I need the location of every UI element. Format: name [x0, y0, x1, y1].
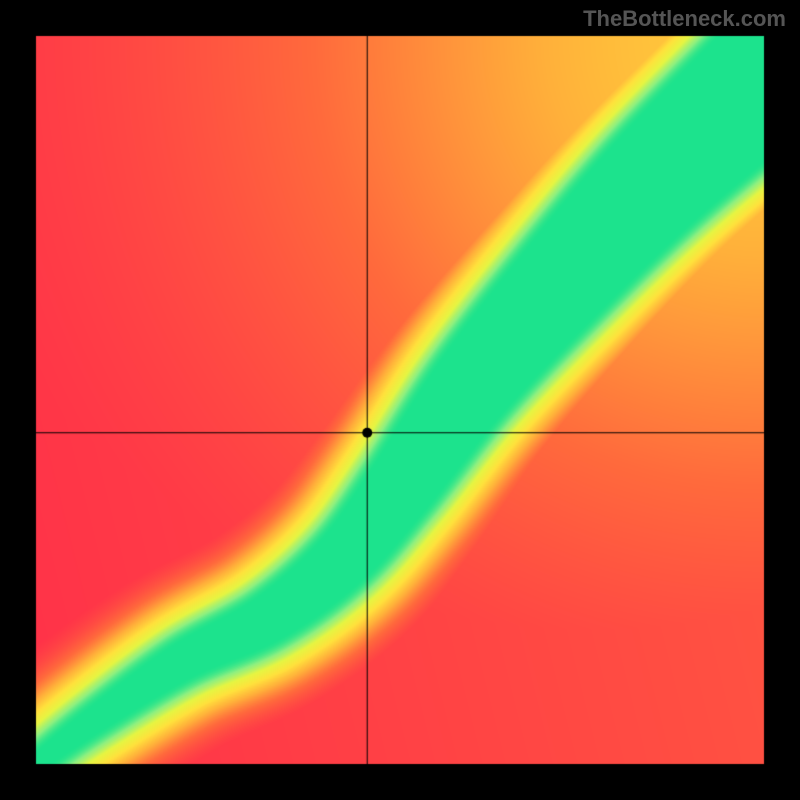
heatmap-canvas: [0, 0, 800, 800]
watermark-text: TheBottleneck.com: [583, 6, 786, 32]
chart-container: TheBottleneck.com: [0, 0, 800, 800]
